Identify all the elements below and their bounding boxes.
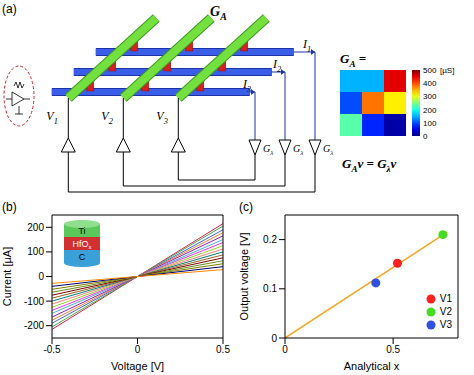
svg-text:GA =: GA = bbox=[340, 51, 366, 69]
svg-text:Voltage [V]: Voltage [V] bbox=[111, 360, 164, 372]
svg-text:-200: -200 bbox=[24, 320, 44, 331]
html-text:(c): (c) bbox=[239, 200, 253, 214]
svg-text:200: 200 bbox=[423, 106, 437, 115]
svg-text:0.5: 0.5 bbox=[216, 344, 230, 355]
html-text:(b): (b) bbox=[2, 200, 17, 214]
svg-text:V2: V2 bbox=[101, 109, 113, 126]
svg-text:GAv = Gλv: GAv = Gλv bbox=[342, 156, 397, 174]
svg-text:0: 0 bbox=[135, 344, 141, 355]
svg-text:I2: I2 bbox=[272, 57, 281, 74]
svg-text:0: 0 bbox=[423, 132, 428, 141]
svg-text:Gλ: Gλ bbox=[293, 143, 303, 157]
svg-text:HfOx: HfOx bbox=[72, 239, 91, 250]
svg-text:-0.5: -0.5 bbox=[43, 344, 61, 355]
svg-text:I3: I3 bbox=[242, 77, 251, 94]
svg-text:[µS]: [µS] bbox=[440, 66, 454, 75]
svg-text:C: C bbox=[79, 252, 86, 262]
svg-text:I1: I1 bbox=[302, 37, 311, 54]
svg-text:300: 300 bbox=[423, 92, 437, 101]
svg-text:Current [µA]: Current [µA] bbox=[1, 247, 13, 307]
svg-text:Gλ: Gλ bbox=[263, 143, 273, 157]
html-text:V3: V3 bbox=[439, 319, 452, 330]
html-text:V2: V2 bbox=[439, 306, 452, 317]
svg-text:0.2: 0.2 bbox=[263, 234, 277, 245]
html-text:V1: V1 bbox=[439, 293, 452, 304]
svg-text:Ti: Ti bbox=[78, 226, 85, 236]
svg-text:0: 0 bbox=[282, 344, 288, 355]
svg-text:500: 500 bbox=[423, 66, 437, 75]
svg-text:0.5: 0.5 bbox=[386, 344, 400, 355]
svg-text:400: 400 bbox=[423, 79, 437, 88]
svg-text:200: 200 bbox=[27, 222, 44, 233]
svg-text:-100: -100 bbox=[24, 296, 44, 307]
svg-text:(a): (a) bbox=[2, 2, 17, 16]
svg-text:0: 0 bbox=[38, 271, 44, 282]
svg-text:0.1: 0.1 bbox=[263, 283, 277, 294]
svg-text:GA: GA bbox=[210, 4, 227, 23]
svg-text:V3: V3 bbox=[156, 109, 168, 126]
svg-text:100: 100 bbox=[423, 119, 437, 128]
svg-text:100: 100 bbox=[27, 246, 44, 257]
svg-text:V1: V1 bbox=[46, 109, 58, 126]
svg-text:Analytical x: Analytical x bbox=[344, 360, 400, 372]
svg-text:Output voltage [V]: Output voltage [V] bbox=[238, 232, 250, 320]
svg-text:Gλ: Gλ bbox=[323, 143, 333, 157]
svg-text:0: 0 bbox=[271, 333, 277, 344]
